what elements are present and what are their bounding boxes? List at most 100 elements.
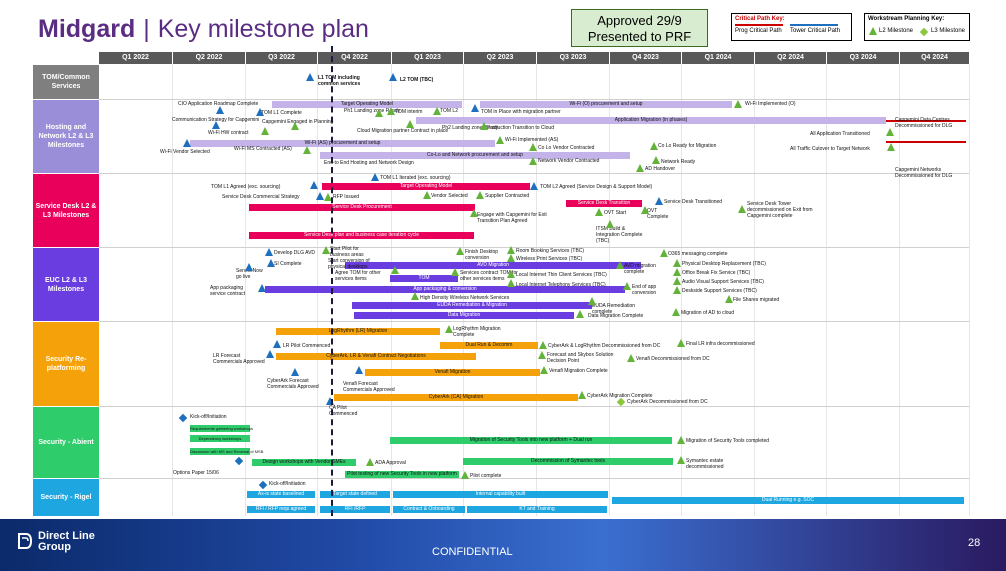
footer: Direct Line Group CONFIDENTIAL 28 [0,519,1006,571]
timeline-bar: Service Desk plan and business case iter… [249,232,474,239]
milestone-label: Symantec estate decommissioned [686,458,724,470]
timeline-bar: Target Operating Model [272,101,462,108]
milestone-triangle-icon [616,261,624,269]
milestone-label: TOM in Place with migration partner [481,109,561,115]
milestone-label: Wi-Fi Vendor Selected [160,149,210,155]
timeline-bar: Service Desk Transition [566,200,642,207]
milestone-label: Start conversion of physical desktops [328,258,370,270]
milestone-triangle-icon [476,191,484,199]
milestone-label: Co Lo Ready for Migration [658,143,717,149]
milestone-diamond-icon [234,456,244,466]
milestone-triangle-icon [266,350,274,358]
milestone-triangle-icon [265,248,273,256]
milestone-label: ITSM Build & Integration Complete (TBC) [596,226,643,244]
milestone-label: O365 messaging complete [668,251,728,257]
milestone-label: Pilot complete [470,473,502,479]
milestone-triangle-icon [725,295,733,303]
milestone-triangle-icon [540,366,548,374]
milestone-triangle-icon [886,128,894,136]
l2-key-label: L2 Milestone [879,28,914,34]
milestone-triangle-icon [576,310,584,318]
grid-line [754,64,755,516]
l3-key-label: L3 Milestone [931,28,966,34]
prog-critical-label: Prog Critical Path [735,28,782,34]
timeline-bar: RFI /RFP [320,506,390,513]
milestone-label: Supplier Contracted [485,193,530,199]
milestone-triangle-icon [538,351,546,359]
milestone-label: L1 TOM including common services [318,75,361,87]
milestone-label: Local Internet Thin Client Services (TBC… [516,272,607,278]
milestone-triangle-icon [461,471,469,479]
milestone-label: Venafi Decommissioned from DC [636,356,710,362]
milestone-triangle-icon [595,208,603,216]
milestone-label: Finish Desktop conversion [465,249,499,261]
critical-path-arrow [886,120,966,122]
milestone-triangle-icon [183,139,191,147]
milestone-label: Data Migration Complete [588,313,644,319]
timeline-bar: Design workshops with Vendor SMEs [252,459,356,466]
timeline-bar: Dual Running e.g. SOC [612,497,964,504]
workstream-key-title: Workstream Planning Key: [868,16,945,22]
milestone-label: RFP Issued [333,194,360,200]
timeline-bar: AVD Migration [345,262,641,269]
tower-critical-label: Tower Critical Path [790,28,841,34]
timeline-bar: CyberArk, LR & Venafi Contract Negotiati… [276,353,476,360]
milestone-label: TOM L2 Agreed (Service Design & Support … [540,184,653,190]
timeline-bar: EUDA Remediation & Migration [352,302,592,309]
milestone-triangle-icon [673,259,681,267]
milestone-triangle-icon [471,104,479,112]
milestone-label: AVD migration complete [624,263,656,275]
milestone-label: Wi-Fi Implemented (AS) [505,137,559,143]
milestone-label: TOM L1 Agreed (exc. sourcing) [211,184,281,190]
prog-critical-arrow-icon [735,24,783,26]
approval-box: Approved 29/9 Presented to PRF [571,9,708,47]
grid-line [245,64,246,516]
milestone-label: CyberArk Decommissioned from DC [627,399,708,405]
milestone-label: Audio Visual Support Services (TBC) [682,279,764,285]
timeline-bar: Application Migration (in phases) [416,117,886,124]
timeline-bar: Internal capability built [393,491,608,498]
milestone-triangle-icon [887,143,895,151]
milestone-triangle-icon [470,209,478,217]
milestone-diamond-icon [258,480,268,490]
milestone-triangle-icon [267,259,275,267]
milestone-triangle-icon [326,397,334,405]
milestone-label: Agree TOM for other services items [335,270,381,282]
milestone-label: Final LR infra decommissioned [686,341,755,347]
milestone-label: Network Vendor Contracted [538,158,600,164]
milestone-label: Migration of AD to cloud [681,310,735,316]
milestone-triangle-icon [507,279,515,287]
milestone-label: CIO Application Roadmap Complete [178,101,259,107]
milestone-triangle-icon [291,122,299,130]
timeline-bar: Dual Run & Decomm [440,342,538,349]
milestone-triangle-icon [677,456,685,464]
timeline-bar: CyberArk (CA) Migration [334,394,578,401]
milestone-diamond-icon [616,397,626,407]
milestone-label: TOM L1 Iterated (exc. sourcing) [380,175,451,181]
milestone-triangle-icon [734,100,742,108]
milestone-label: Services contract TOM for other services… [460,270,518,282]
milestone-label: Deskside Support Services (TBC) [682,288,757,294]
grid-line [681,64,682,516]
milestone-triangle-icon [636,164,644,172]
quarter-header: Q2 2024 [754,52,826,64]
milestone-triangle-icon [672,308,680,316]
milestone-triangle-icon [212,121,220,129]
timeline-bar: Data Migration [354,312,574,319]
row-label-service-desk: Service Desk L2 & L3 Milestones [33,174,99,247]
milestone-label: CyberArk Forecast Commercials Approved [267,378,319,390]
milestone-triangle-icon [588,297,596,305]
milestone-label: Kick-off/Initiation [269,481,306,487]
quarter-header: Q1 2022 [99,52,172,64]
page-title: Midgard | Key milestone plan [38,15,369,44]
timeline-bar: Contract & Onboarding [393,506,465,513]
milestone-triangle-icon [303,146,311,154]
row-divider [99,247,969,248]
milestone-label: Room Booking Services (TBC) [516,248,585,254]
milestone-triangle-icon [507,254,515,262]
milestone-label: CyberArk & LogRhythm Decommissioned from… [548,343,661,349]
milestone-triangle-icon [366,458,374,466]
milestone-triangle-icon [306,73,314,81]
quarter-header: Q2 2022 [172,52,245,64]
